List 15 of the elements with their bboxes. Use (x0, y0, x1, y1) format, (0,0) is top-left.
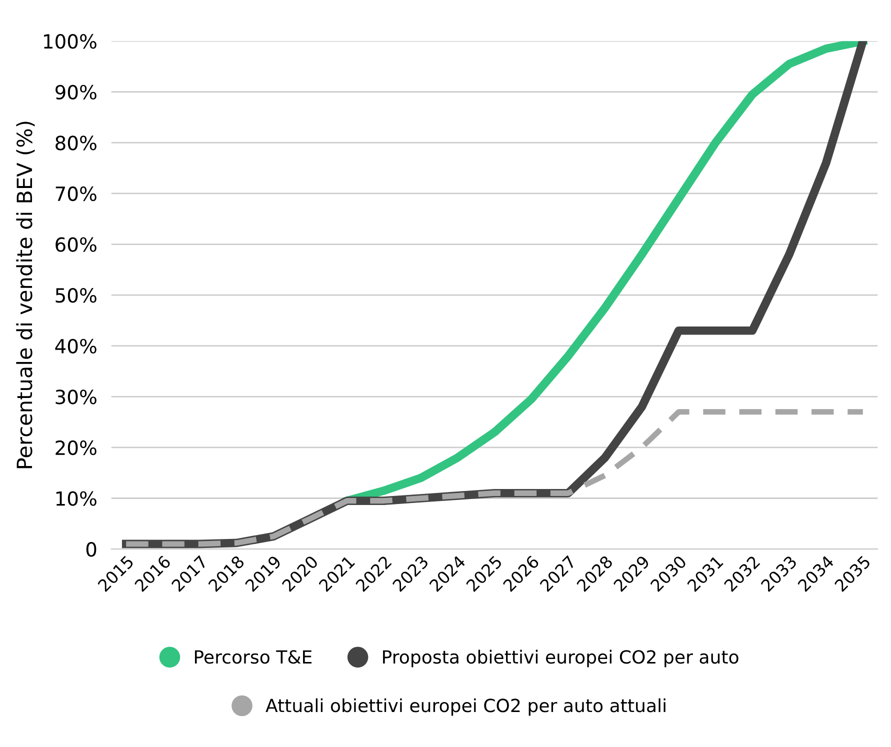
y-tick-label: 100% (44, 34, 96, 49)
y-tick-label: 60% (56, 237, 96, 252)
legend-label: Attuali obiettivi europei CO2 per auto attuali (266, 698, 666, 716)
y-tick-label: 40% (55, 338, 96, 354)
y-tick-label: 50% (56, 288, 96, 303)
y-tick-label: 30% (56, 390, 96, 404)
y-tick-label: 20% (56, 440, 96, 456)
y-axis-title: Percentuale di vendite di BEV (%) (16, 122, 35, 468)
legend-label: Percorso T&E (194, 650, 312, 664)
y-tick-label: 0 (86, 542, 96, 557)
y-tick-label: 90% (55, 84, 96, 100)
y-tick-label: 10% (56, 491, 96, 506)
y-tick-label: 70% (56, 186, 96, 202)
y-tick-label: 80% (56, 136, 96, 150)
legend-label: Proposta obiettivi europei CO2 per auto (383, 650, 738, 668)
